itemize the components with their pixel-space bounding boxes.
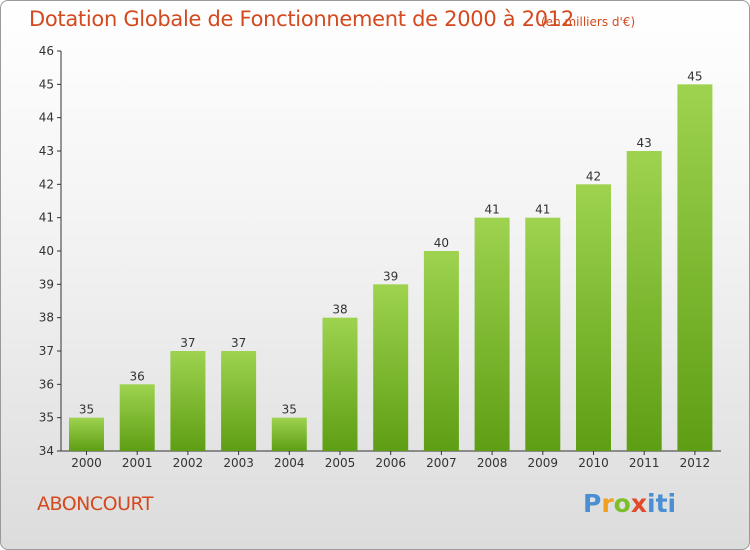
bar xyxy=(677,84,713,451)
x-tick-label: 2002 xyxy=(173,456,204,470)
bar-value-label: 42 xyxy=(586,169,601,183)
x-tick-label: 2005 xyxy=(325,456,356,470)
x-tick-label: 2012 xyxy=(680,456,711,470)
bar-value-label: 45 xyxy=(687,69,702,83)
bar xyxy=(373,284,409,451)
x-tick-label: 2008 xyxy=(477,456,508,470)
unit-note: (en milliers d'€) xyxy=(541,15,636,29)
bar-value-label: 43 xyxy=(637,136,652,150)
chart-title: Dotation Globale de Fonctionnement de 20… xyxy=(29,7,574,31)
x-tick-label: 2000 xyxy=(71,456,102,470)
x-tick-label: 2009 xyxy=(528,456,559,470)
bar-value-label: 39 xyxy=(383,269,398,283)
y-tick-label: 36 xyxy=(39,377,54,391)
y-tick-label: 39 xyxy=(39,277,54,291)
bar xyxy=(423,251,459,451)
bar xyxy=(170,351,206,451)
bar xyxy=(626,151,662,451)
x-tick-label: 2010 xyxy=(578,456,609,470)
y-tick-label: 43 xyxy=(39,144,54,158)
y-tick-label: 35 xyxy=(39,411,54,425)
bar-value-label: 38 xyxy=(332,303,347,317)
bar xyxy=(221,351,257,451)
y-tick-label: 34 xyxy=(39,444,54,458)
y-tick-label: 45 xyxy=(39,77,54,91)
bar-value-label: 41 xyxy=(484,203,499,217)
bar xyxy=(119,384,155,451)
bar-value-label: 41 xyxy=(535,203,550,217)
bar xyxy=(474,217,510,451)
bar-value-label: 35 xyxy=(79,403,94,417)
x-tick-label: 2006 xyxy=(375,456,406,470)
y-tick-label: 40 xyxy=(39,244,54,258)
x-tick-label: 2003 xyxy=(223,456,254,470)
bar xyxy=(322,317,358,451)
y-tick-label: 42 xyxy=(39,177,54,191)
x-tick-label: 2011 xyxy=(629,456,660,470)
x-tick-label: 2007 xyxy=(426,456,457,470)
bar xyxy=(576,184,611,452)
y-tick-label: 38 xyxy=(39,311,54,325)
proxiti-logo: Proxiti xyxy=(583,489,677,518)
location-label: ABONCOURT xyxy=(37,493,153,515)
x-tick-label: 2004 xyxy=(274,456,305,470)
bar-value-label: 40 xyxy=(434,236,449,250)
bar-value-label: 37 xyxy=(180,336,195,350)
bar-value-label: 35 xyxy=(282,403,297,417)
y-tick-label: 44 xyxy=(39,111,54,125)
y-tick-label: 37 xyxy=(39,344,54,358)
y-tick-label: 41 xyxy=(39,211,54,225)
x-tick-label: 2001 xyxy=(122,456,153,470)
bar xyxy=(69,417,104,451)
bar xyxy=(525,217,561,451)
y-tick-label: 46 xyxy=(39,44,54,58)
bar-value-label: 37 xyxy=(231,336,246,350)
bar xyxy=(271,417,307,451)
bar-value-label: 36 xyxy=(130,369,145,383)
